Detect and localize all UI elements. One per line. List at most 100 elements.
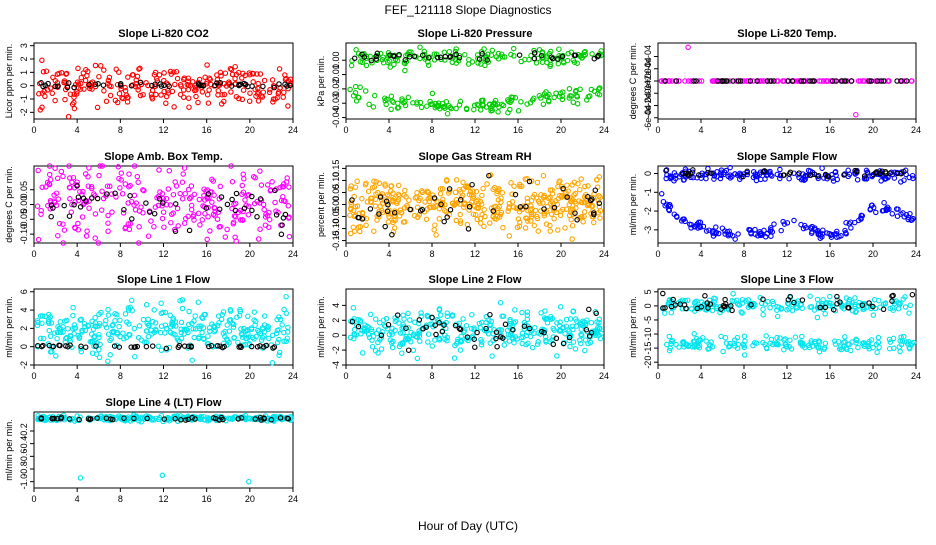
data-point bbox=[229, 196, 235, 203]
data-point bbox=[429, 343, 435, 349]
data-point bbox=[529, 344, 536, 351]
data-point bbox=[566, 212, 573, 219]
data-point bbox=[156, 72, 163, 78]
data-point bbox=[56, 220, 63, 227]
data-point bbox=[245, 313, 251, 320]
data-point bbox=[417, 44, 423, 50]
data-point bbox=[137, 415, 143, 422]
data-point bbox=[188, 194, 194, 200]
y-axis-label: ml/min per min. bbox=[628, 174, 638, 236]
data-point bbox=[497, 334, 504, 340]
data-point bbox=[95, 240, 102, 246]
data-point bbox=[419, 206, 426, 213]
data-point bbox=[195, 81, 202, 87]
data-point bbox=[526, 325, 533, 332]
data-point bbox=[245, 203, 252, 209]
y-tick-label: -20 bbox=[643, 356, 653, 369]
data-point bbox=[738, 309, 744, 315]
data-point bbox=[385, 219, 392, 225]
data-point bbox=[500, 313, 507, 319]
data-point bbox=[106, 83, 113, 89]
y-tick-label: -2 bbox=[331, 346, 341, 354]
data-point bbox=[686, 342, 692, 349]
data-point bbox=[382, 181, 388, 187]
data-point bbox=[137, 65, 143, 72]
data-point bbox=[66, 163, 72, 169]
data-point bbox=[893, 206, 900, 212]
data-point bbox=[798, 221, 804, 228]
data-point bbox=[180, 94, 187, 101]
y-tick-label: -0.8 bbox=[19, 461, 29, 477]
data-point bbox=[155, 202, 162, 209]
data-point bbox=[136, 66, 142, 72]
data-point bbox=[92, 235, 98, 241]
y-tick-label: 2e-04 bbox=[643, 57, 653, 80]
data-point bbox=[188, 344, 195, 350]
data-point bbox=[47, 333, 54, 339]
data-point bbox=[224, 201, 231, 208]
x-tick-label: 16 bbox=[202, 125, 212, 135]
data-point bbox=[100, 416, 107, 422]
data-point bbox=[774, 334, 780, 341]
data-point bbox=[577, 337, 583, 343]
data-point bbox=[567, 343, 573, 350]
y-tick-label: 0.00 bbox=[331, 196, 341, 214]
data-point bbox=[499, 54, 506, 60]
data-point bbox=[186, 227, 193, 234]
data-point bbox=[899, 338, 906, 344]
data-point bbox=[152, 83, 159, 89]
data-point bbox=[67, 91, 74, 97]
data-point bbox=[414, 334, 420, 340]
data-point bbox=[903, 78, 910, 84]
y-tick-label: -0.05 bbox=[331, 206, 341, 227]
data-point bbox=[550, 341, 557, 348]
data-point bbox=[460, 316, 466, 322]
data-point bbox=[112, 97, 119, 104]
data-point bbox=[447, 207, 454, 213]
data-point bbox=[255, 89, 261, 95]
data-point bbox=[471, 336, 477, 342]
data-point bbox=[907, 210, 913, 217]
data-point bbox=[436, 205, 443, 212]
data-point bbox=[140, 316, 147, 323]
data-point bbox=[78, 345, 84, 352]
data-point bbox=[800, 78, 807, 84]
data-point bbox=[583, 326, 590, 333]
data-point bbox=[705, 305, 711, 311]
data-point bbox=[550, 334, 557, 340]
data-point bbox=[85, 323, 92, 329]
data-point bbox=[152, 320, 159, 326]
data-point bbox=[143, 200, 149, 206]
data-point bbox=[400, 341, 406, 347]
data-point bbox=[392, 318, 399, 325]
data-point bbox=[670, 296, 676, 303]
data-point bbox=[433, 51, 440, 58]
data-point bbox=[773, 341, 779, 348]
data-point bbox=[191, 217, 197, 223]
data-point bbox=[165, 90, 172, 96]
data-point bbox=[579, 55, 585, 61]
data-point bbox=[369, 195, 375, 201]
data-point bbox=[258, 417, 264, 423]
data-point bbox=[551, 94, 557, 101]
data-point bbox=[229, 415, 236, 421]
data-point bbox=[534, 179, 541, 186]
data-point bbox=[752, 171, 759, 177]
data-point bbox=[446, 186, 453, 192]
data-point bbox=[709, 307, 716, 314]
data-point bbox=[75, 194, 82, 200]
data-point bbox=[397, 207, 404, 213]
data-point bbox=[444, 337, 450, 344]
data-point bbox=[77, 475, 84, 481]
data-point bbox=[269, 332, 276, 339]
data-point bbox=[687, 170, 694, 177]
data-point bbox=[276, 66, 283, 72]
data-point bbox=[216, 320, 222, 326]
data-point bbox=[870, 171, 877, 178]
data-point bbox=[679, 306, 686, 312]
data-point bbox=[232, 63, 238, 70]
data-point bbox=[768, 78, 774, 84]
data-point bbox=[67, 342, 73, 348]
data-point bbox=[212, 415, 219, 422]
